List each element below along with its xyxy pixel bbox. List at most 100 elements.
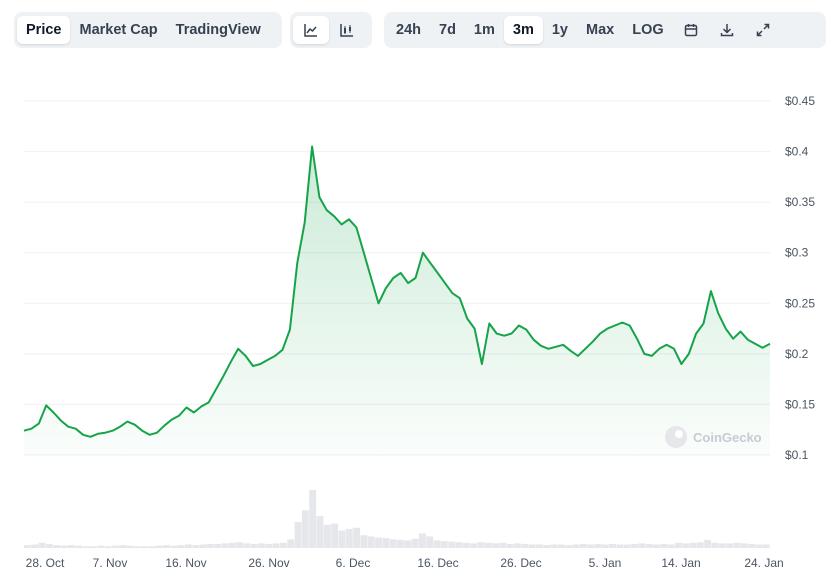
volume-bar bbox=[111, 545, 119, 548]
volume-bar bbox=[243, 543, 251, 548]
volume-bar bbox=[162, 545, 170, 548]
volume-bar bbox=[45, 543, 53, 548]
line-chart-button[interactable] bbox=[293, 16, 329, 44]
volume-bar bbox=[645, 543, 653, 548]
volume-bar bbox=[462, 542, 470, 548]
volume-bar bbox=[514, 543, 521, 548]
volume-bar bbox=[601, 544, 609, 548]
volume-bar bbox=[492, 543, 499, 548]
x-tick-label: 7. Nov bbox=[93, 556, 128, 570]
price-line[interactable] bbox=[23, 145, 771, 438]
volume-bar bbox=[141, 546, 148, 548]
coingecko-logo-eye bbox=[675, 430, 683, 438]
line-chart-icon bbox=[304, 24, 317, 37]
volume-bar bbox=[287, 539, 295, 548]
volume-bar bbox=[228, 542, 236, 548]
volume-bar bbox=[294, 521, 302, 548]
volume-bar bbox=[557, 544, 565, 548]
volume-bar bbox=[31, 544, 39, 548]
volume-bar bbox=[674, 542, 682, 548]
volume-bar bbox=[214, 543, 222, 548]
volume-bar bbox=[550, 544, 558, 548]
volume-bar bbox=[279, 542, 287, 548]
price-area-fill bbox=[24, 146, 770, 455]
volume-bar bbox=[426, 536, 434, 548]
range-1y[interactable]: 1y bbox=[551, 22, 568, 38]
expand-icon bbox=[756, 23, 769, 37]
range-1m[interactable]: 1m bbox=[473, 22, 495, 38]
y-tick-label: $0.3 bbox=[785, 246, 809, 260]
y-tick-label: $0.2 bbox=[785, 347, 809, 361]
log-scale-toggle[interactable]: LOG bbox=[632, 22, 664, 38]
volume-bar bbox=[682, 543, 690, 548]
calendar-button[interactable] bbox=[673, 16, 709, 44]
volume-bar bbox=[638, 543, 646, 548]
volume-bar bbox=[382, 538, 390, 548]
volume-bar bbox=[477, 542, 485, 548]
volume-bar bbox=[389, 539, 397, 548]
y-tick-label: $0.45 bbox=[785, 94, 815, 108]
volume-bar bbox=[338, 530, 346, 548]
volume-bar bbox=[323, 524, 331, 548]
calendar-icon bbox=[684, 24, 697, 37]
volume-bar bbox=[38, 542, 46, 548]
volume-bar bbox=[535, 544, 543, 548]
tab-tradingview[interactable]: TradingView bbox=[175, 22, 261, 38]
volume-bar bbox=[696, 542, 704, 548]
tab-price[interactable]: Price bbox=[17, 16, 71, 44]
x-tick-label: 26. Dec bbox=[500, 556, 541, 570]
volume-bar bbox=[272, 543, 280, 548]
candlestick-chart-icon bbox=[340, 24, 353, 37]
volume-bar bbox=[236, 542, 244, 548]
volume-bar bbox=[316, 516, 324, 548]
volume-bar bbox=[265, 543, 273, 548]
volume-bar bbox=[623, 544, 631, 548]
volume-bar bbox=[652, 544, 660, 548]
fullscreen-button[interactable] bbox=[745, 16, 781, 44]
x-tick-label: 16. Nov bbox=[165, 556, 206, 570]
volume-bar bbox=[718, 543, 726, 548]
volume-bar bbox=[433, 540, 441, 548]
volume-bar bbox=[579, 543, 587, 548]
volume-bar bbox=[733, 542, 741, 548]
volume-bar bbox=[104, 546, 112, 548]
volume-bar bbox=[484, 542, 492, 548]
tab-market-cap[interactable]: Market Cap bbox=[79, 22, 158, 38]
volume-bar bbox=[89, 546, 97, 548]
range-24h[interactable]: 24h bbox=[396, 22, 421, 38]
volume-bar bbox=[726, 543, 734, 548]
volume-bar bbox=[667, 544, 675, 548]
volume-bar bbox=[470, 543, 478, 548]
chart-toolbar: Price Market Cap TradingView 24h 7d 1m 3… bbox=[14, 12, 826, 52]
download-button[interactable] bbox=[709, 16, 745, 44]
range-max[interactable]: Max bbox=[586, 22, 615, 38]
download-icon bbox=[720, 24, 733, 37]
volume-bar bbox=[367, 536, 375, 548]
volume-bar bbox=[448, 541, 456, 548]
volume-bar bbox=[250, 543, 258, 548]
volume-bar bbox=[177, 545, 185, 548]
volume-bar bbox=[587, 544, 595, 548]
volume-bar bbox=[170, 545, 178, 548]
volume-bar bbox=[148, 546, 156, 548]
volume-bar bbox=[119, 545, 126, 548]
volume-bar bbox=[60, 545, 68, 548]
volume-bar bbox=[206, 543, 214, 548]
volume-bar bbox=[133, 546, 141, 548]
y-axis: $0.45 $0.4 $0.35 $0.3 $0.25 $0.2 $0.15 $0.1 bbox=[785, 94, 815, 462]
y-tick-label: $0.35 bbox=[785, 195, 815, 209]
volume-bar bbox=[499, 542, 507, 548]
volume-bar bbox=[24, 545, 31, 548]
volume-bar bbox=[97, 545, 105, 548]
volume-bar bbox=[345, 528, 353, 548]
view-tab-group: Price Market Cap TradingView bbox=[14, 12, 282, 48]
candlestick-chart-button[interactable] bbox=[329, 16, 365, 44]
range-7d[interactable]: 7d bbox=[439, 22, 456, 38]
range-group: 24h 7d 1m 3m 1y Max LOG bbox=[384, 12, 826, 48]
volume-bar bbox=[616, 544, 624, 548]
range-3m[interactable]: 3m bbox=[503, 16, 543, 44]
volume-bar bbox=[360, 535, 368, 548]
watermark-text: CoinGecko bbox=[693, 430, 762, 445]
volume-bar bbox=[689, 542, 697, 548]
